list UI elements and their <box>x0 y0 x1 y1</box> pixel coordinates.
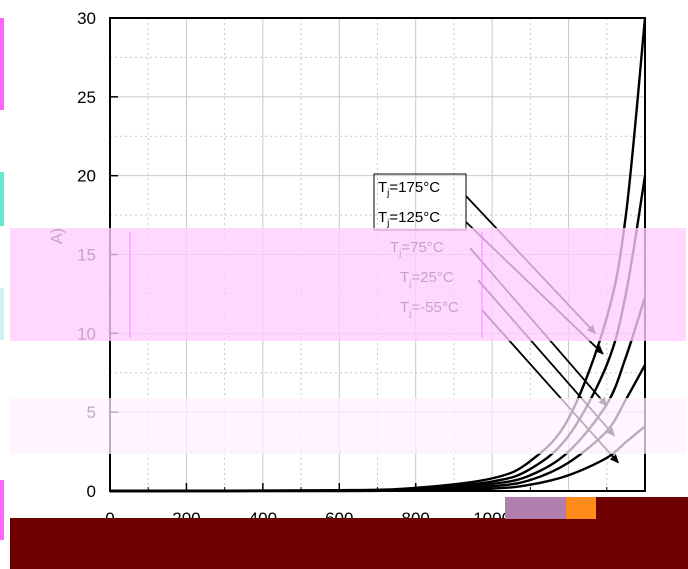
left-edge-artifact <box>0 480 4 540</box>
overlay-band-pink <box>10 228 686 341</box>
series-label-0: Tj=175°C <box>378 179 440 199</box>
footer-noise <box>505 497 580 519</box>
y-tick-label: 25 <box>77 88 96 107</box>
footer-orange <box>566 497 596 519</box>
y-tick-label: 0 <box>87 482 96 501</box>
overlay-band-light <box>10 398 686 454</box>
series-label-1: Tj=125°C <box>378 209 440 229</box>
left-edge-artifact <box>0 172 4 226</box>
footer-block <box>10 518 688 569</box>
footer-block-top <box>596 497 688 519</box>
y-tick-label: 20 <box>77 167 96 186</box>
y-tick-label: 30 <box>77 9 96 28</box>
left-edge-artifact <box>0 18 4 110</box>
left-edge-artifact <box>0 288 4 340</box>
